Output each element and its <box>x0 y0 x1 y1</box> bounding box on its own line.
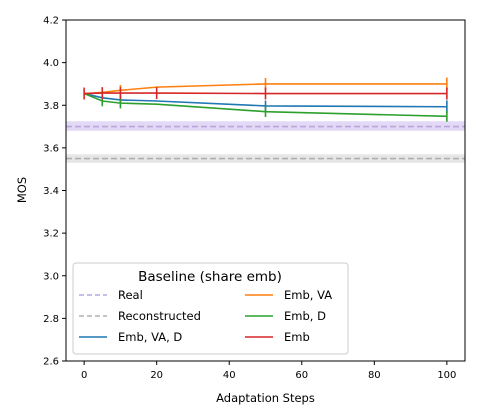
x-tick-label: 0 <box>81 370 87 381</box>
series-lines <box>83 77 448 122</box>
y-tick-label: 3.6 <box>43 143 59 154</box>
series-line-emb-va-d <box>83 92 447 108</box>
y-tick-label: 3.8 <box>43 101 59 112</box>
series-emb <box>83 87 448 100</box>
y-tick-label: 4.2 <box>43 16 59 27</box>
legend-box <box>72 262 349 355</box>
y-tick-label: 2.8 <box>43 314 59 325</box>
y-tick-label: 3.2 <box>43 229 59 240</box>
legend-label: Reconstructed <box>118 309 201 323</box>
series-line-emb-d <box>83 92 447 118</box>
y-tick-label: 3.4 <box>43 186 59 197</box>
legend-label: Emb, VA, D <box>118 330 182 344</box>
x-tick-label: 100 <box>437 370 456 381</box>
legend-label: Emb <box>284 330 310 344</box>
legend-title: Baseline (share emb) <box>138 269 282 285</box>
legend-label: Emb, VA <box>284 288 332 302</box>
legend-label: Emb, D <box>284 309 326 323</box>
y-axis-ticks: 2.6 2.8 3.0 3.2 3.4 3.6 3.8 4.0 4.2 <box>43 16 66 368</box>
legend-item-emb-va: Emb, VA <box>245 288 332 302</box>
baseline-lines <box>66 125 465 160</box>
legend: Baseline (share emb) Real Reconstructed Em… <box>72 262 349 355</box>
y-tick-label: 3.0 <box>43 271 59 282</box>
x-axis-label: Adaptation Steps <box>216 391 315 405</box>
series-emb-d <box>83 92 448 122</box>
x-tick-label: 20 <box>150 370 163 381</box>
x-tick-label: 40 <box>223 370 236 381</box>
baseline-bands <box>66 121 465 163</box>
legend-label: Real <box>118 288 143 302</box>
y-tick-label: 2.6 <box>43 357 59 368</box>
legend-item-emb: Emb <box>245 330 310 344</box>
x-axis-ticks: 0 20 40 60 80 100 <box>81 361 456 381</box>
legend-item-real: Real <box>79 288 143 302</box>
x-tick-label: 80 <box>368 370 381 381</box>
legend-items: Real Reconstructed Emb, VA, D Emb, VA Emb, D… <box>79 288 332 344</box>
x-tick-label: 60 <box>295 370 308 381</box>
legend-item-reconstructed: Reconstructed <box>79 309 201 323</box>
y-tick-label: 4.0 <box>43 58 59 69</box>
y-axis-label: MOS <box>15 177 29 203</box>
legend-item-emb-va-d: Emb, VA, D <box>79 330 182 344</box>
legend-item-emb-d: Emb, D <box>245 309 326 323</box>
